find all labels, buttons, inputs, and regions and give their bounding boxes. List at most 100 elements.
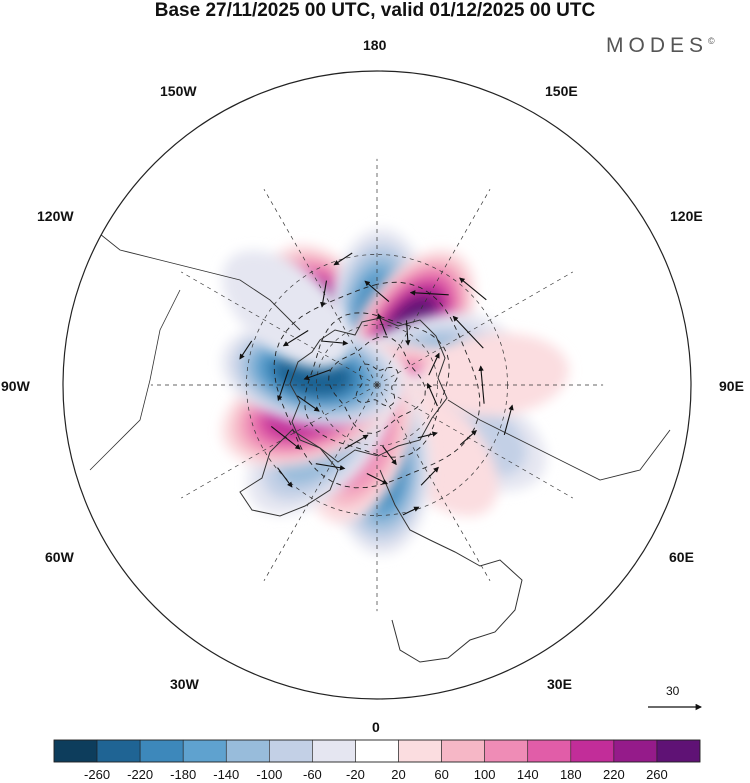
wind-vector bbox=[382, 445, 397, 466]
colorbar-tick-label: -60 bbox=[302, 767, 322, 782]
meridian--60 bbox=[181, 384, 378, 499]
wind-vector bbox=[452, 315, 484, 349]
brand-text: MODES bbox=[606, 34, 709, 57]
colorbar-frame bbox=[53, 739, 701, 763]
reference-vector-label: 30 bbox=[666, 684, 680, 698]
colorbar-bin bbox=[484, 739, 529, 763]
wind-vector bbox=[277, 369, 290, 402]
colorbar-tick-label: -140 bbox=[213, 767, 240, 782]
colorbar-bin bbox=[139, 739, 184, 763]
wind-vector bbox=[296, 395, 320, 412]
pacific-coast-outline bbox=[89, 289, 181, 471]
wind-vector bbox=[366, 473, 389, 485]
wind-vector bbox=[478, 365, 485, 404]
meridian-120 bbox=[376, 271, 573, 386]
colorbar bbox=[53, 739, 701, 763]
meridian--120 bbox=[181, 271, 378, 386]
wind-vector-layer bbox=[239, 252, 514, 516]
meridian--150 bbox=[263, 189, 378, 386]
colorbar-bin bbox=[570, 739, 615, 763]
wind-vector bbox=[277, 467, 293, 488]
lon-label-60e: 60E bbox=[669, 549, 694, 565]
lon-label-90w: 90W bbox=[1, 378, 30, 394]
colorbar-tick-label: -220 bbox=[127, 767, 154, 782]
wind-vector bbox=[417, 431, 438, 439]
wind-vector bbox=[409, 290, 449, 296]
anomaly-level-weak-low-pacific-130w bbox=[222, 250, 352, 369]
lon-label-60w: 60W bbox=[45, 549, 74, 565]
lon-label-150e: 150E bbox=[545, 83, 578, 99]
map-disc-border bbox=[62, 70, 692, 700]
colorbar-tick-label: 220 bbox=[603, 767, 625, 782]
wind-vector bbox=[270, 425, 301, 450]
modes-logo: MODES© bbox=[606, 34, 715, 58]
colorbar-tick-label: -260 bbox=[84, 767, 111, 782]
colorbar-tick-label: -100 bbox=[256, 767, 283, 782]
meridian-60 bbox=[376, 384, 573, 499]
lon-label-180: 180 bbox=[363, 37, 387, 53]
wind-vector bbox=[405, 320, 411, 346]
anomaly-level-ridge-east-asia-95e bbox=[419, 333, 569, 417]
europe-coast-outline bbox=[379, 469, 523, 663]
anomaly-layer bbox=[221, 228, 569, 555]
wind-vector bbox=[459, 429, 477, 446]
asia-coast-outline bbox=[447, 399, 671, 481]
lon-label-120e: 120E bbox=[670, 208, 703, 224]
lon-label-90e: 90E bbox=[719, 378, 744, 394]
height-contour-42 bbox=[273, 281, 481, 489]
wind-vector bbox=[333, 252, 353, 266]
colorbar-bin bbox=[182, 739, 227, 763]
parallel-30 bbox=[246, 254, 508, 516]
map-title: Base 27/11/2025 00 UTC, valid 01/12/2025… bbox=[154, 0, 596, 21]
colorbar-bin bbox=[398, 739, 442, 763]
wind-vector bbox=[426, 382, 438, 407]
wind-vector bbox=[303, 369, 331, 381]
colorbar-bin bbox=[527, 739, 572, 763]
brand-mark: © bbox=[708, 36, 715, 46]
colorbar-bin bbox=[613, 739, 658, 763]
colorbar-tick-label: 20 bbox=[391, 767, 406, 782]
lon-label-30e: 30E bbox=[547, 676, 572, 692]
lon-label-0: 0 bbox=[372, 719, 380, 735]
height-contour-68 bbox=[328, 336, 426, 434]
wind-vector bbox=[239, 340, 253, 360]
colorbar-bin bbox=[53, 739, 98, 763]
colorbar-bin bbox=[656, 739, 701, 763]
wind-vector bbox=[459, 277, 487, 301]
wind-vector bbox=[320, 340, 349, 346]
colorbar-bin bbox=[355, 739, 399, 763]
wind-vector bbox=[377, 313, 388, 336]
colorbar-tick-label: 100 bbox=[473, 767, 496, 782]
colorbar-bin bbox=[96, 739, 141, 763]
wind-vector bbox=[344, 434, 369, 450]
meridian--30 bbox=[263, 384, 378, 581]
colorbar-bin bbox=[269, 739, 313, 763]
wind-vector bbox=[282, 330, 309, 347]
lon-label-30w: 30W bbox=[170, 676, 199, 692]
colorbar-tick-label: -180 bbox=[170, 767, 197, 782]
parallel-60 bbox=[316, 324, 438, 446]
meridian-150 bbox=[376, 189, 491, 386]
colorbar-tick-label: 60 bbox=[434, 767, 449, 782]
lon-label-150w: 150W bbox=[160, 83, 197, 99]
colorbar-bin bbox=[312, 739, 356, 763]
wind-vector bbox=[402, 506, 420, 516]
colorbar-tick-label: 140 bbox=[516, 767, 539, 782]
colorbar-tick-label: -20 bbox=[346, 767, 365, 782]
wind-vector bbox=[420, 466, 439, 486]
north-america-coast-outline bbox=[94, 229, 301, 331]
wind-vector bbox=[364, 280, 390, 303]
height-contour-55 bbox=[304, 312, 450, 458]
meridian-30 bbox=[376, 384, 491, 581]
colorbar-bin bbox=[225, 739, 270, 763]
anomaly-ridge-east-asia-95e bbox=[419, 333, 569, 417]
wind-vector bbox=[315, 463, 346, 471]
colorbar-tick-label: 260 bbox=[646, 767, 668, 782]
colorbar-bin bbox=[441, 739, 485, 763]
wind-vector bbox=[320, 280, 328, 308]
wind-vector bbox=[503, 404, 514, 436]
lon-label-120w: 120W bbox=[37, 208, 74, 224]
anomaly-weak-low-pacific-130w bbox=[222, 250, 352, 369]
graticule-layer bbox=[150, 158, 604, 612]
